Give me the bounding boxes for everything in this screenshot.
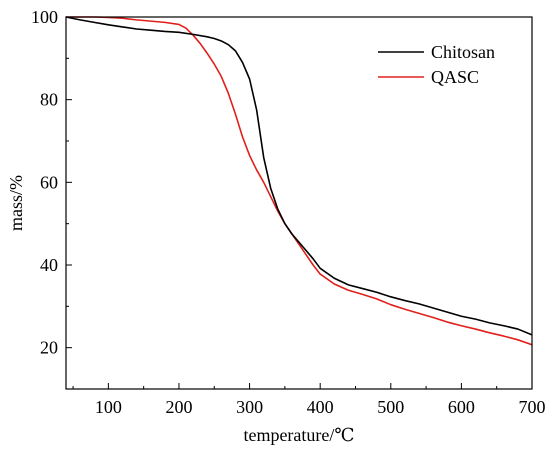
x-tick-label-200: 200	[165, 397, 192, 417]
x-tick-label-500: 500	[377, 397, 404, 417]
x-tick-label-700: 700	[519, 397, 546, 417]
series-layer	[65, 16, 533, 346]
axis-tick-labels: 100 200 300 400 500 600 700 20 40 60 80 100	[31, 7, 546, 417]
series-line-chitosan	[65, 16, 533, 336]
legend-label-qasc: QASC	[431, 67, 479, 87]
y-tick-label-40: 40	[40, 255, 58, 275]
y-tick-label-60: 60	[40, 172, 58, 192]
y-tick-label-80: 80	[40, 90, 58, 110]
legend: Chitosan QASC	[378, 42, 495, 87]
plot-frame	[65, 16, 533, 390]
x-tick-label-100: 100	[95, 397, 122, 417]
x-tick-label-300: 300	[236, 397, 263, 417]
y-axis-title: mass/%	[6, 175, 26, 231]
series-line-qasc	[66, 16, 533, 346]
axis-ticks	[66, 16, 533, 389]
x-tick-label-400: 400	[307, 397, 334, 417]
x-tick-label-600: 600	[448, 397, 475, 417]
y-tick-label-20: 20	[40, 338, 58, 358]
x-axis-title: temperature/℃	[243, 425, 354, 445]
legend-label-chitosan: Chitosan	[431, 42, 495, 62]
y-tick-label-100: 100	[31, 7, 58, 27]
